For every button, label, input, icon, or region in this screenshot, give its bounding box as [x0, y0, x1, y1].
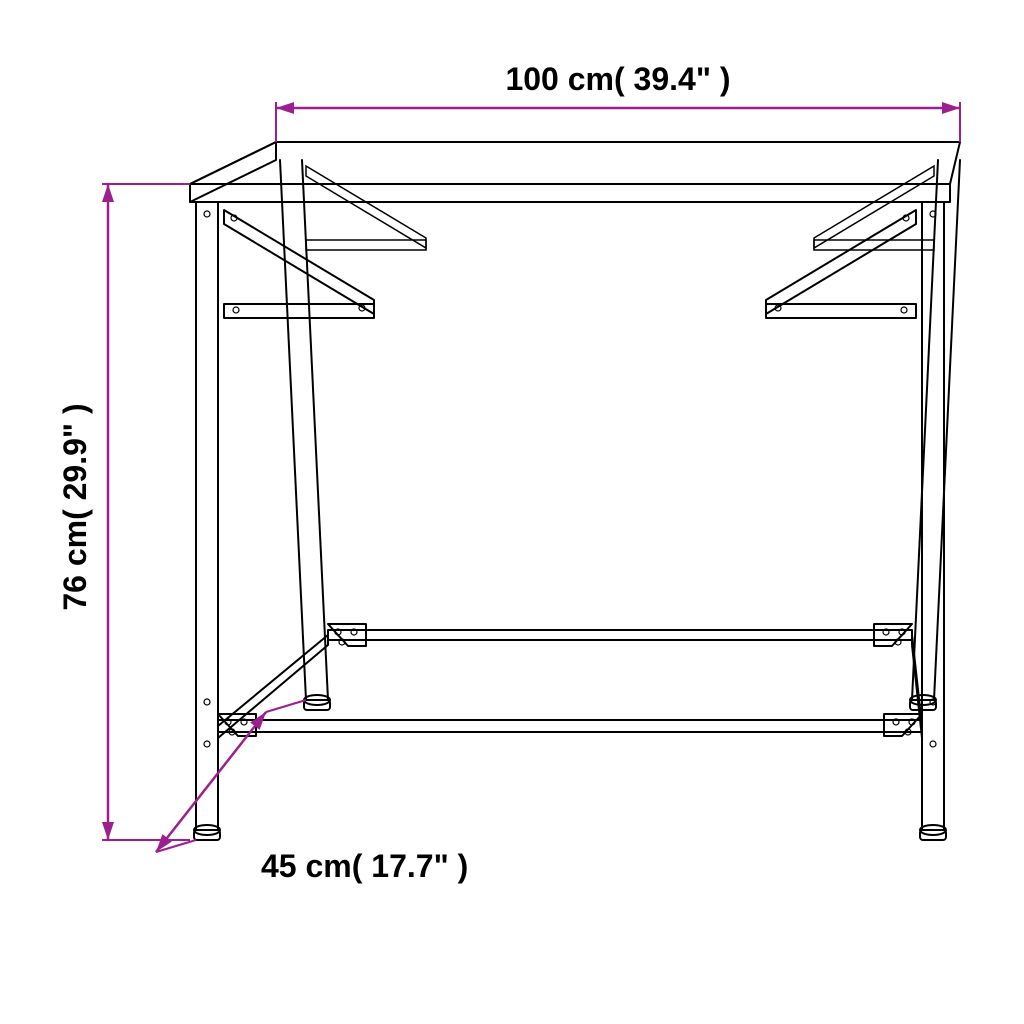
width-dimension-line: [276, 102, 960, 114]
width-label: 100 cm( 39.4" ): [505, 61, 730, 97]
height-label: 76 cm( 29.9" ): [57, 403, 93, 610]
height-dimension-line: [102, 184, 114, 840]
dimension-diagram: 100 cm( 39.4" ) 76 cm( 29.9" ) 45 cm( 17.7…: [0, 0, 1024, 1024]
depth-label: 45 cm( 17.7" ): [261, 848, 468, 884]
